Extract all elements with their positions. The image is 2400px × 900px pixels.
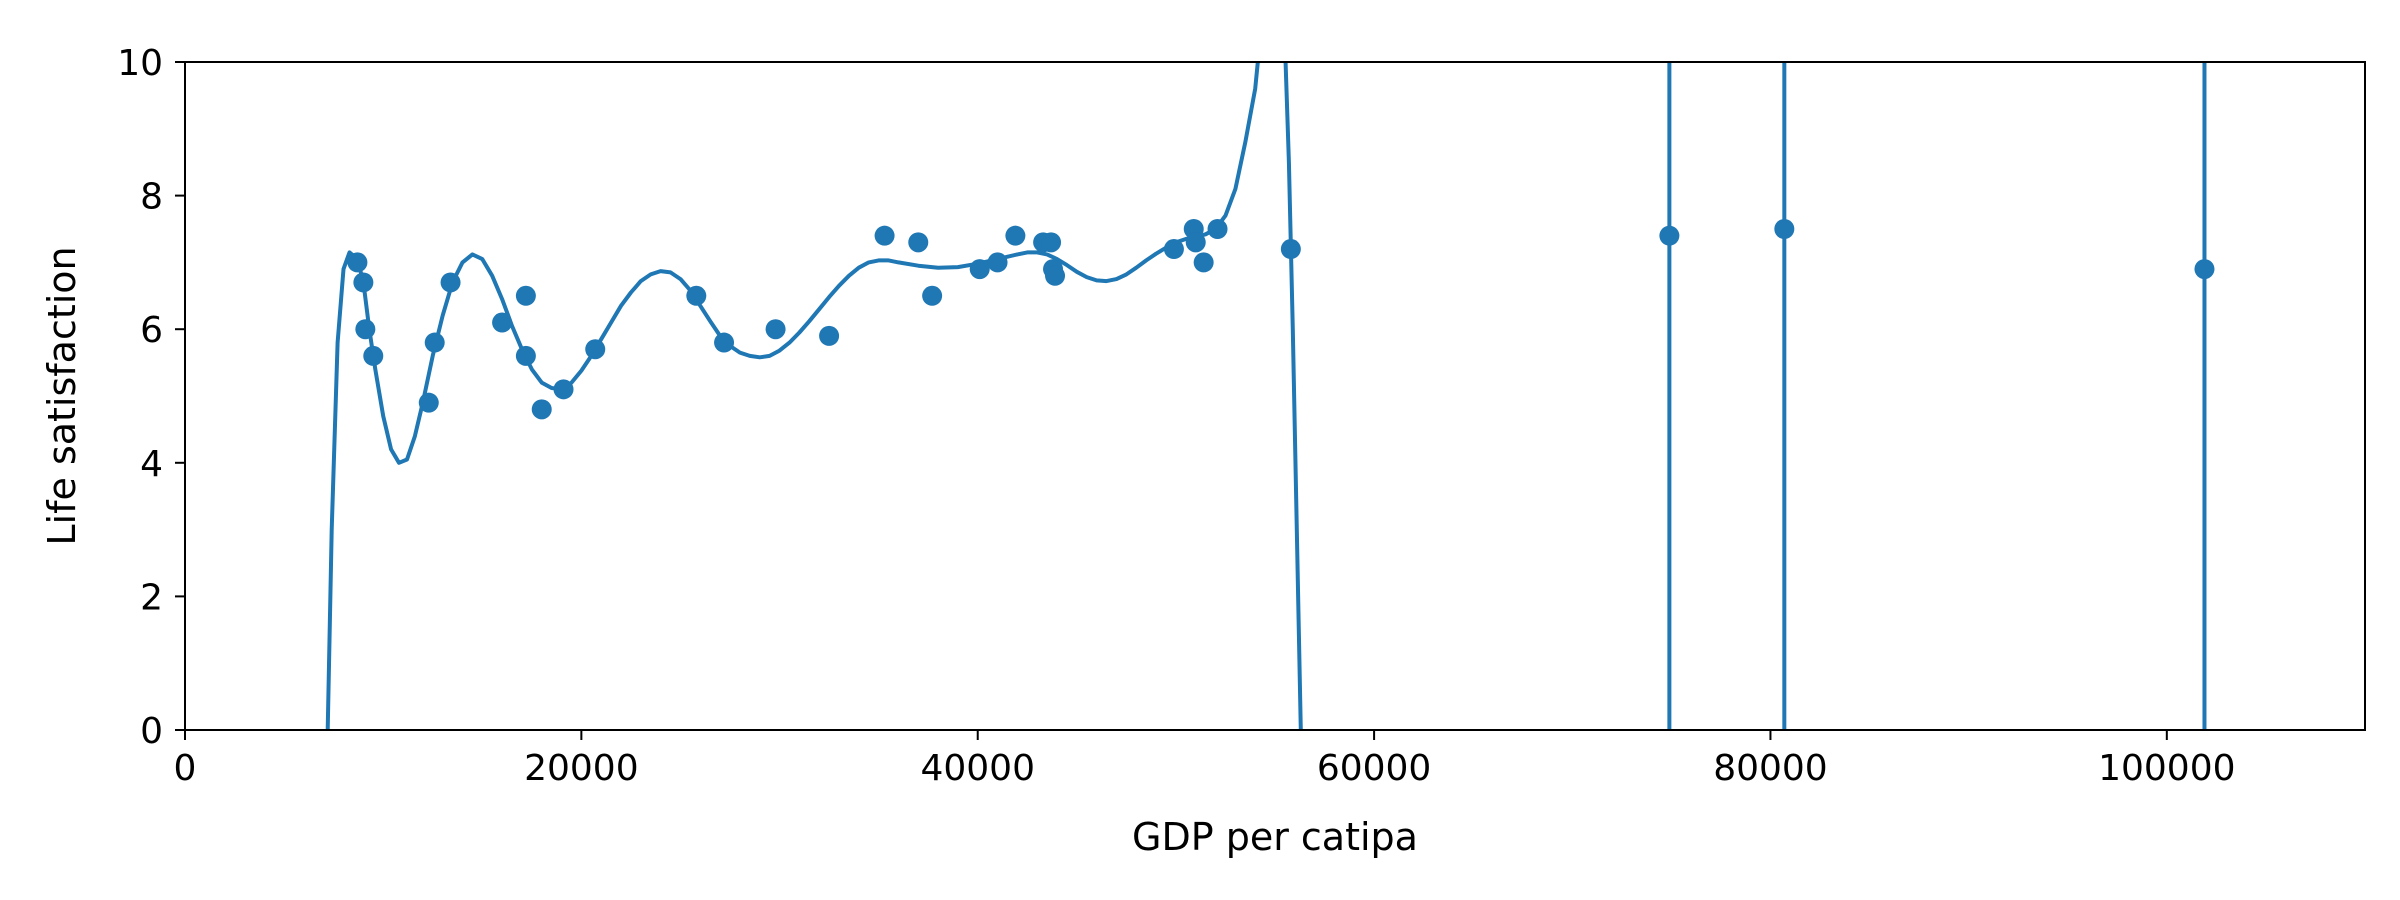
data-point — [585, 339, 606, 360]
x-tick-label: 100000 — [2098, 748, 2235, 789]
y-tick-label: 2 — [140, 577, 163, 618]
data-point — [1774, 219, 1795, 239]
data-point — [1193, 252, 1214, 273]
y-axis-label: Life satisfaction — [40, 246, 84, 545]
data-point — [440, 272, 461, 293]
data-point — [1163, 239, 1184, 260]
data-point — [355, 319, 376, 340]
data-point — [987, 252, 1008, 273]
x-tick-label: 20000 — [524, 748, 639, 789]
data-point — [819, 325, 840, 346]
data-point — [2194, 259, 2215, 280]
data-point — [418, 392, 439, 413]
x-axis: 0 20000 40000 60000 80000 100000 — [174, 730, 2236, 789]
data-point — [686, 285, 707, 306]
x-tick-label: 40000 — [920, 748, 1035, 789]
y-tick-label: 10 — [117, 43, 163, 84]
data-point — [908, 232, 929, 253]
data-point — [515, 285, 536, 306]
fit-curve — [325, 62, 1303, 730]
data-point — [363, 345, 384, 366]
data-point — [969, 259, 990, 280]
y-tick-label: 0 — [140, 711, 163, 752]
data-point — [353, 272, 374, 293]
data-point — [492, 312, 513, 333]
x-tick-label: 0 — [174, 748, 197, 789]
y-tick-label: 4 — [140, 444, 163, 485]
data-point — [1207, 219, 1228, 239]
plot-frame — [184, 61, 2366, 731]
x-tick-label: 60000 — [1317, 748, 1432, 789]
data-point — [1045, 265, 1066, 286]
data-point — [531, 399, 552, 420]
y-tick-label: 8 — [140, 177, 163, 218]
data-point — [553, 379, 574, 400]
y-tick-label: 6 — [140, 310, 163, 351]
data-point — [1041, 232, 1062, 253]
data-point — [714, 332, 735, 353]
data-point — [922, 285, 943, 306]
plot-marks — [325, 62, 2215, 730]
data-point — [765, 319, 786, 340]
x-tick-label: 80000 — [1713, 748, 1828, 789]
data-point — [1185, 232, 1206, 253]
x-axis-label: GDP per catipa — [1132, 815, 1418, 859]
data-point — [515, 345, 536, 366]
data-point — [874, 225, 895, 246]
y-axis: 0 2 4 6 8 10 — [117, 43, 185, 752]
data-point — [347, 252, 368, 273]
data-point — [1280, 239, 1301, 260]
data-point — [1005, 225, 1026, 246]
data-point — [1659, 225, 1680, 246]
data-point — [424, 332, 445, 353]
